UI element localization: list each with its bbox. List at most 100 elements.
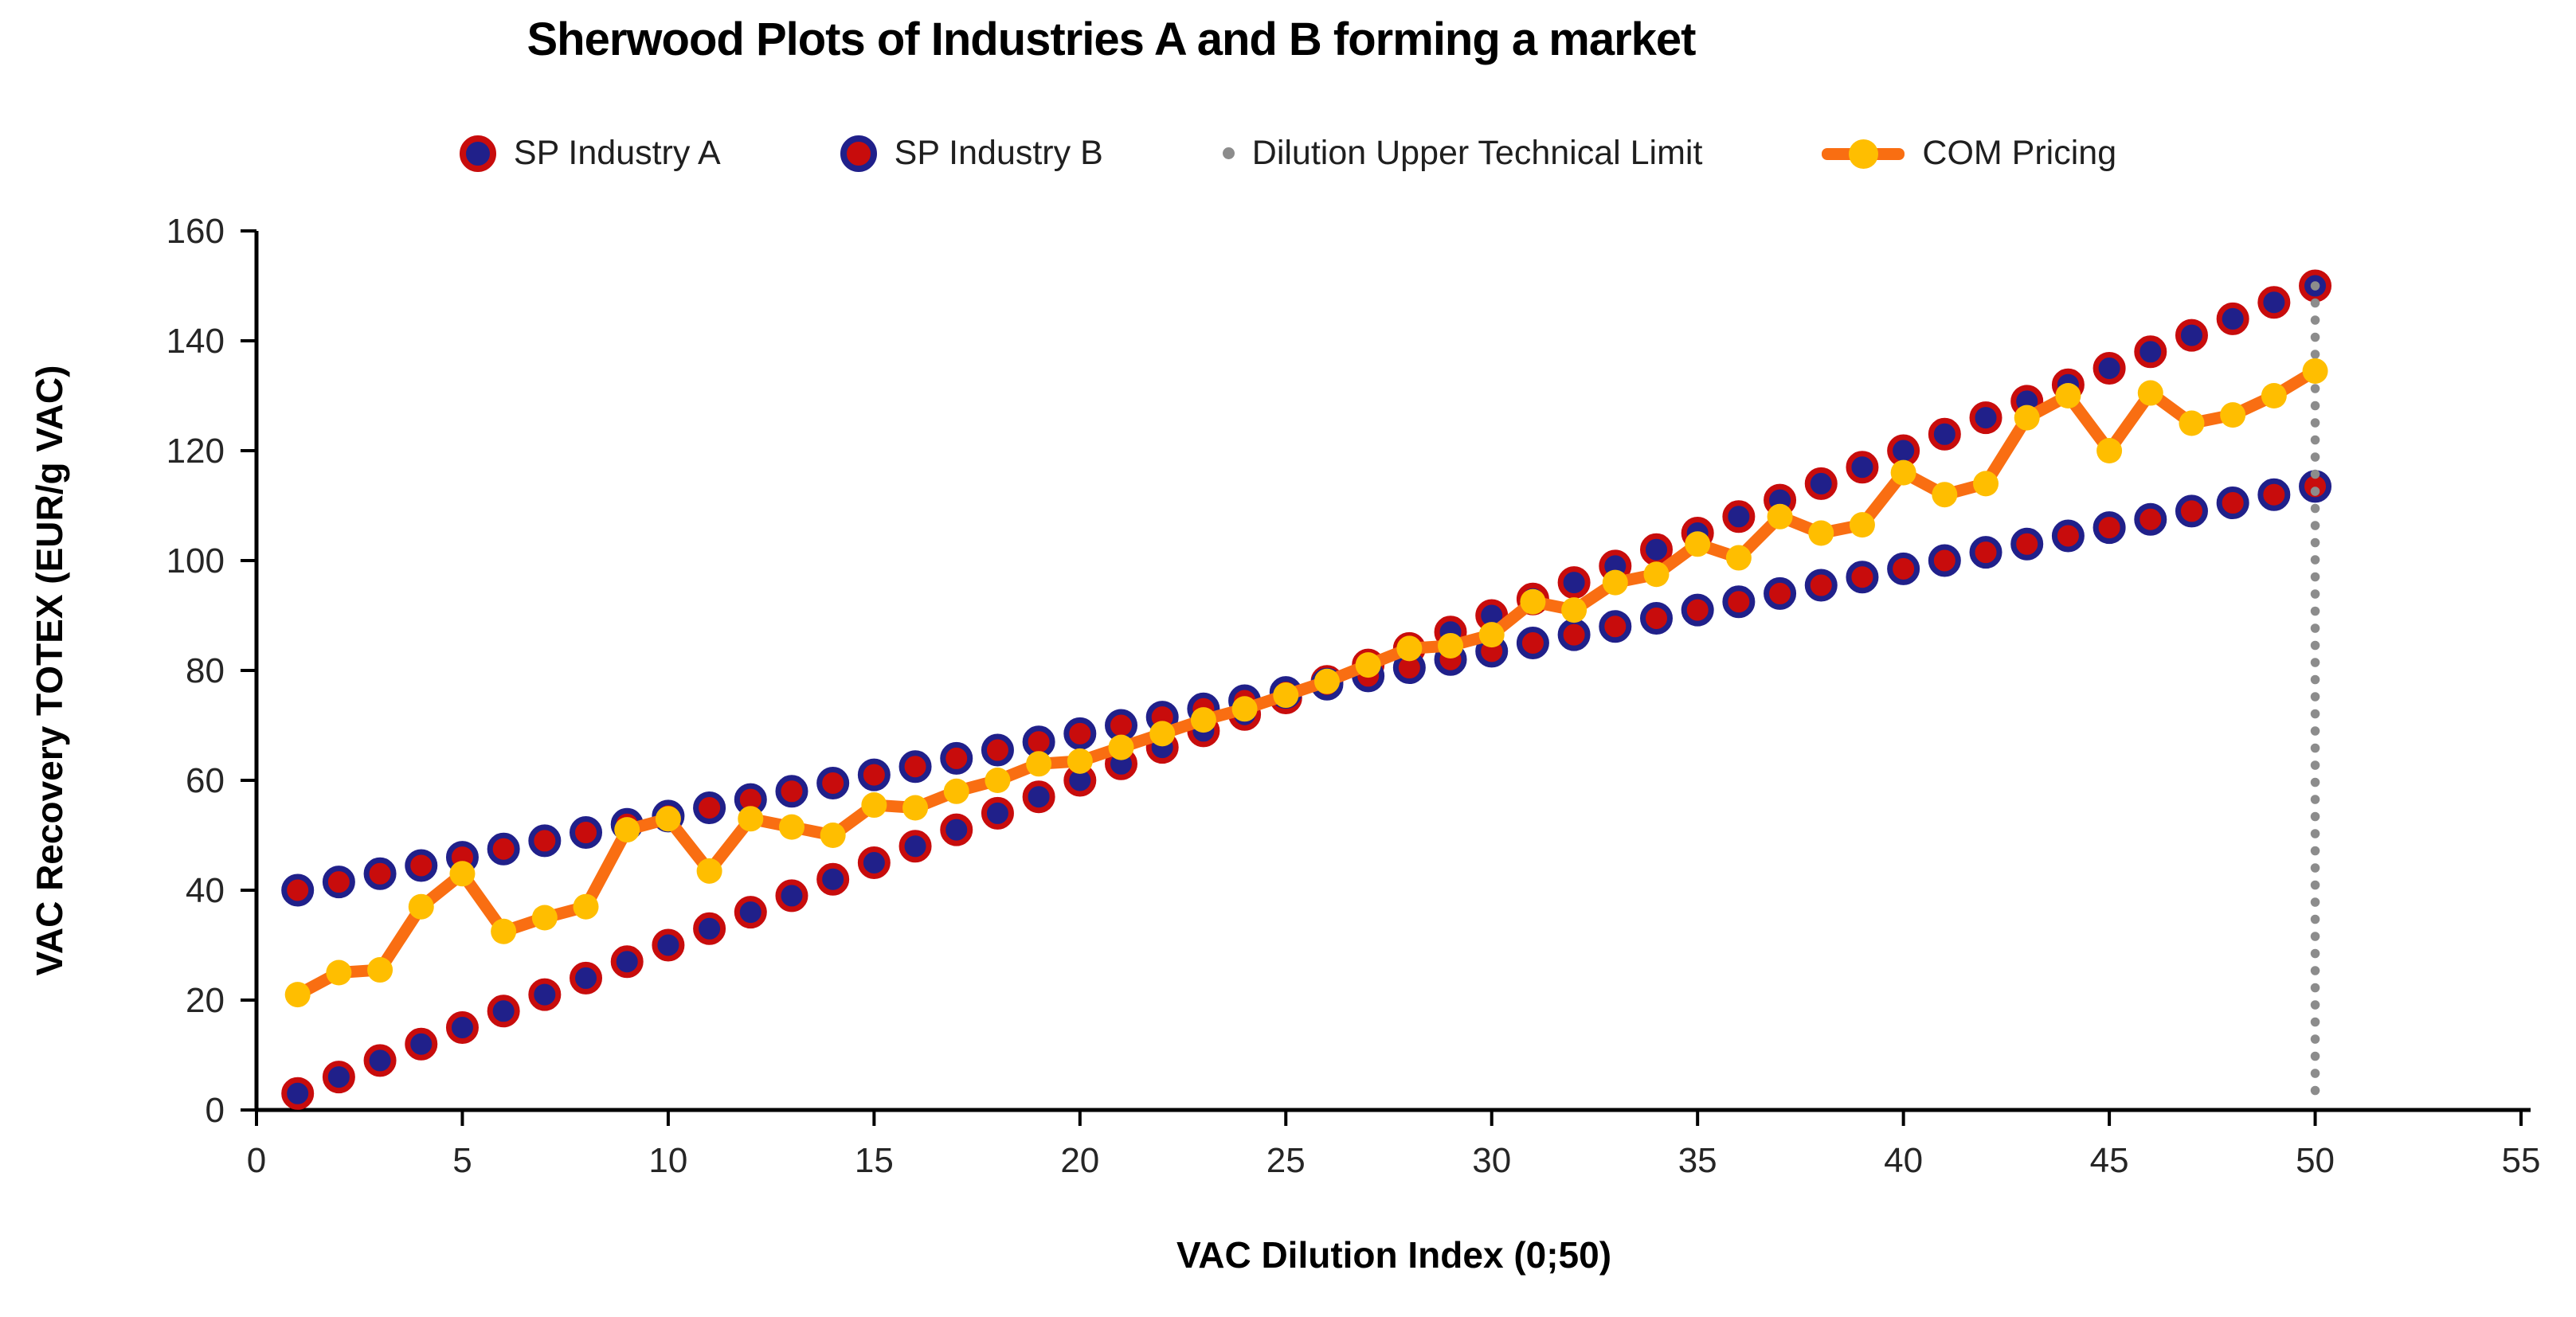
data-point-com-pricing [696,858,722,884]
data-point-com-pricing [1808,520,1834,546]
data-point-industry-b [1764,576,1797,610]
data-point-industry-a [2216,302,2249,335]
data-point-com-pricing [1973,471,1999,497]
series-layer [281,269,2332,1110]
y-tick-label: 80 [186,651,225,690]
data-point-com-pricing [1685,531,1711,557]
x-tick-label: 5 [452,1141,472,1180]
data-point-industry-b [528,824,562,858]
data-point-com-pricing [449,861,476,887]
data-point-industry-b [1681,593,1714,627]
data-point-industry-a [322,1061,355,1094]
data-point-industry-b [570,816,603,850]
data-point-industry-b [2257,478,2291,511]
data-point-com-pricing [2302,358,2328,384]
y-tick-label: 140 [166,322,225,361]
legend-label-industry-a: SP Industry A [513,134,721,172]
axes-layer: 0 5 10 15 20 25 30 35 40 45 50 55 0 20 40 60 80 100 120 140… [166,212,2541,1180]
data-point-industry-a [775,879,808,913]
data-point-com-pricing [1725,545,1752,571]
x-tick-label: 15 [855,1141,894,1180]
data-point-industry-b [322,866,355,899]
data-point-industry-a [610,945,644,979]
data-point-com-pricing [1478,622,1505,648]
legend-label-com-pricing: COM Pricing [1922,134,2117,172]
com-pricing-line [292,365,2322,1001]
legend: SP Industry A SP Industry B Dilution Upp… [0,134,2576,173]
data-point-com-pricing [573,893,599,920]
data-point-industry-a [281,1077,315,1110]
data-point-industry-a [1928,417,1961,451]
com-pricing-line-icon [1822,138,1905,170]
data-point-com-pricing [284,982,311,1008]
data-point-industry-a [940,813,973,846]
data-point-industry-a [857,846,891,879]
data-point-industry-b [1516,627,1549,659]
data-point-com-pricing [1149,721,1176,747]
x-tick-label: 35 [1678,1141,1717,1180]
data-point-com-pricing [943,778,969,804]
data-point-com-pricing [778,814,805,840]
data-point-industry-b [1639,601,1673,635]
data-point-industry-a [1804,467,1838,500]
data-point-industry-b [816,766,850,799]
data-point-com-pricing [1273,682,1299,709]
data-point-com-pricing [1396,635,1423,662]
data-point-com-pricing [326,959,352,986]
data-point-com-pricing [1438,632,1464,658]
data-point-industry-a [570,961,603,995]
data-point-industry-b [1722,585,1756,619]
x-axis-title: VAC Dilution Index (0;50) [1176,1234,1611,1276]
data-point-com-pricing [2137,380,2163,406]
data-point-industry-a [528,978,562,1011]
data-point-com-pricing [1561,597,1587,623]
data-point-industry-a [1557,566,1591,600]
data-point-industry-b [1969,536,2002,569]
legend-label-dilution-limit: Dilution Upper Technical Limit [1251,134,1703,172]
data-point-industry-b [2175,494,2208,528]
data-point-com-pricing [902,795,929,821]
legend-item-industry-a[interactable]: SP Industry A [459,134,721,173]
y-tick-label: 100 [166,541,225,580]
data-point-industry-b [1599,610,1632,643]
data-point-industry-a [1639,533,1673,566]
y-tick-label: 120 [166,432,225,471]
y-tick-label: 40 [186,871,225,910]
legend-item-dilution-limit[interactable]: Dilution Upper Technical Limit [1222,134,1703,173]
x-tick-label: 55 [2502,1141,2541,1180]
data-point-industry-a [693,912,726,945]
data-point-industry-a [445,1011,479,1044]
industry-b-marker-icon [840,135,877,172]
y-tick-label: 0 [206,1091,225,1130]
data-point-com-pricing [1890,459,1916,486]
data-point-industry-a [1846,451,1879,484]
data-point-com-pricing [2220,402,2246,428]
data-point-industry-b [405,849,438,882]
y-tick-label: 160 [166,212,225,251]
data-point-com-pricing [1520,588,1546,615]
data-point-industry-b [981,733,1014,767]
data-point-industry-b [2093,511,2126,545]
data-point-industry-b [1063,717,1097,750]
data-point-industry-b [898,750,932,784]
data-point-industry-a [1722,500,1756,533]
legend-item-com-pricing[interactable]: COM Pricing [1822,134,2116,173]
data-point-industry-b [1887,552,1920,585]
data-point-industry-a [405,1027,438,1061]
data-point-industry-a [2175,319,2208,352]
data-point-industry-b [281,873,315,907]
data-point-industry-b [1804,569,1838,602]
x-tick-label: 10 [648,1141,687,1180]
data-point-com-pricing [1602,569,1628,596]
data-point-industry-a [487,995,520,1028]
data-point-com-pricing [367,957,393,983]
legend-label-industry-b: SP Industry B [894,134,1103,172]
data-point-com-pricing [614,817,640,843]
data-point-com-pricing [1355,652,1381,678]
legend-item-industry-b[interactable]: SP Industry B [840,134,1103,173]
data-point-industry-a [898,830,932,863]
data-point-com-pricing [1932,482,1958,508]
data-point-industry-a [2134,335,2167,369]
